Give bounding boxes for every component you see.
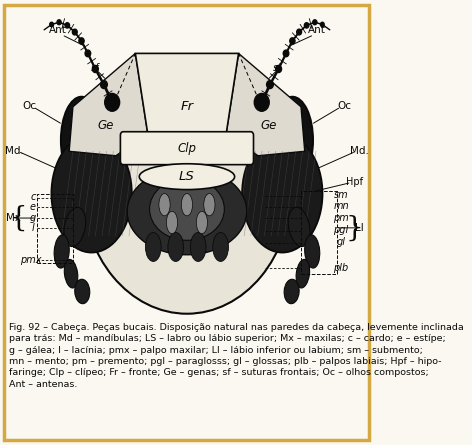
- Circle shape: [254, 93, 269, 111]
- Text: l: l: [32, 223, 34, 233]
- Ellipse shape: [145, 232, 161, 262]
- Ellipse shape: [61, 97, 102, 183]
- Circle shape: [283, 50, 289, 57]
- Ellipse shape: [181, 194, 193, 216]
- Text: Clp: Clp: [177, 142, 196, 155]
- Text: sf: sf: [91, 63, 100, 73]
- Ellipse shape: [304, 235, 320, 268]
- Text: plb: plb: [333, 263, 349, 273]
- Ellipse shape: [64, 207, 85, 247]
- Ellipse shape: [127, 168, 247, 255]
- Text: Md.: Md.: [350, 146, 369, 156]
- Polygon shape: [135, 53, 238, 134]
- Text: Fr: Fr: [180, 100, 194, 113]
- Polygon shape: [226, 53, 305, 156]
- Circle shape: [50, 22, 53, 27]
- Text: Hpf: Hpf: [346, 178, 363, 187]
- Circle shape: [65, 23, 69, 28]
- Circle shape: [79, 38, 84, 44]
- Text: pm: pm: [333, 213, 349, 223]
- Ellipse shape: [190, 232, 206, 262]
- Ellipse shape: [242, 135, 322, 253]
- Circle shape: [105, 93, 119, 111]
- Circle shape: [267, 81, 273, 89]
- Text: sm: sm: [334, 190, 348, 200]
- Circle shape: [297, 29, 302, 35]
- Text: Md.: Md.: [5, 146, 24, 156]
- Circle shape: [85, 50, 91, 57]
- Ellipse shape: [284, 279, 299, 303]
- FancyBboxPatch shape: [5, 5, 370, 440]
- Text: Ge: Ge: [260, 119, 277, 132]
- Circle shape: [93, 65, 98, 73]
- Ellipse shape: [82, 60, 292, 314]
- Ellipse shape: [272, 97, 313, 183]
- Text: }: }: [346, 214, 363, 241]
- Circle shape: [109, 98, 116, 107]
- Ellipse shape: [75, 279, 90, 303]
- Text: g: g: [30, 213, 36, 223]
- Circle shape: [320, 22, 324, 27]
- Text: pmx: pmx: [20, 255, 42, 265]
- Ellipse shape: [196, 211, 208, 234]
- Ellipse shape: [168, 232, 184, 262]
- Text: LI: LI: [355, 223, 364, 233]
- Ellipse shape: [54, 235, 69, 268]
- Ellipse shape: [51, 135, 132, 253]
- Text: Ant: Ant: [49, 25, 67, 35]
- Ellipse shape: [159, 194, 170, 216]
- Text: e: e: [30, 202, 36, 212]
- Circle shape: [258, 98, 265, 107]
- Text: Fig. 92 – Cabeça. Peças bucais. Disposição natural nas paredes da cabeça, leveme: Fig. 92 – Cabeça. Peças bucais. Disposiç…: [9, 323, 464, 389]
- Text: LS: LS: [179, 170, 195, 183]
- Ellipse shape: [64, 259, 78, 288]
- Ellipse shape: [288, 207, 310, 247]
- Circle shape: [290, 38, 295, 44]
- Text: {: {: [10, 205, 27, 231]
- Ellipse shape: [150, 178, 224, 240]
- FancyBboxPatch shape: [120, 132, 253, 165]
- Ellipse shape: [167, 211, 177, 234]
- Text: mn: mn: [333, 201, 349, 211]
- Circle shape: [57, 20, 61, 24]
- Circle shape: [72, 29, 77, 35]
- Text: sf: sf: [272, 63, 281, 73]
- Text: Ge: Ge: [97, 119, 114, 132]
- Circle shape: [304, 23, 309, 28]
- Text: Ant: Ant: [308, 25, 326, 35]
- Circle shape: [101, 81, 107, 89]
- Text: Oc: Oc: [22, 101, 36, 111]
- Circle shape: [313, 20, 317, 24]
- Circle shape: [276, 65, 282, 73]
- Polygon shape: [69, 53, 148, 156]
- Ellipse shape: [213, 232, 228, 262]
- Text: Oc: Oc: [338, 101, 352, 111]
- Text: Mx: Mx: [6, 213, 21, 223]
- Ellipse shape: [139, 164, 235, 190]
- Text: pgl: pgl: [333, 225, 349, 235]
- Text: c: c: [30, 192, 35, 202]
- Ellipse shape: [204, 194, 215, 216]
- Ellipse shape: [296, 259, 310, 288]
- Text: gl: gl: [337, 237, 346, 247]
